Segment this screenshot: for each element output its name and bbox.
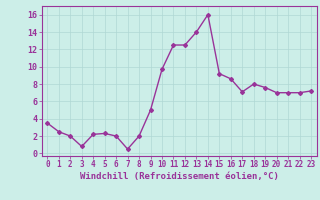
X-axis label: Windchill (Refroidissement éolien,°C): Windchill (Refroidissement éolien,°C) bbox=[80, 172, 279, 181]
